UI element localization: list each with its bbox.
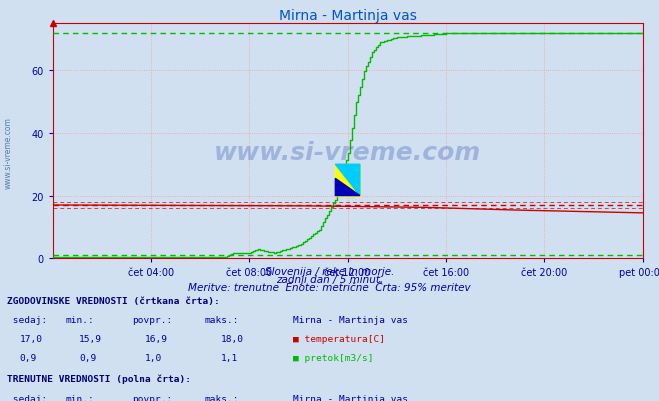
- Text: ZGODOVINSKE VREDNOSTI (črtkana črta):: ZGODOVINSKE VREDNOSTI (črtkana črta):: [7, 296, 219, 305]
- Text: ■ temperatura[C]: ■ temperatura[C]: [293, 334, 386, 343]
- Text: www.si-vreme.com: www.si-vreme.com: [214, 141, 481, 165]
- Text: 15,9: 15,9: [79, 334, 102, 343]
- Text: 16,9: 16,9: [145, 334, 168, 343]
- Bar: [335, 165, 360, 196]
- Text: sedaj:: sedaj:: [7, 394, 47, 401]
- Text: povpr.:: povpr.:: [132, 315, 172, 324]
- Text: Mirna - Martinja vas: Mirna - Martinja vas: [293, 394, 409, 401]
- Text: maks.:: maks.:: [204, 394, 239, 401]
- Polygon shape: [335, 179, 360, 196]
- Text: 1,0: 1,0: [145, 354, 162, 363]
- Polygon shape: [335, 165, 360, 196]
- Text: Meritve: trenutne  Enote: metrične  Črta: 95% meritev: Meritve: trenutne Enote: metrične Črta: …: [188, 283, 471, 293]
- Title: Mirna - Martinja vas: Mirna - Martinja vas: [279, 9, 416, 23]
- Text: maks.:: maks.:: [204, 315, 239, 324]
- Text: 0,9: 0,9: [79, 354, 96, 363]
- Text: 17,0: 17,0: [20, 334, 43, 343]
- Text: Mirna - Martinja vas: Mirna - Martinja vas: [293, 315, 409, 324]
- Text: povpr.:: povpr.:: [132, 394, 172, 401]
- Text: 18,0: 18,0: [221, 334, 244, 343]
- Text: min.:: min.:: [66, 315, 95, 324]
- Text: www.si-vreme.com: www.si-vreme.com: [3, 117, 13, 188]
- Text: Slovenija / reke in morje.: Slovenija / reke in morje.: [265, 267, 394, 277]
- Text: TRENUTNE VREDNOSTI (polna črta):: TRENUTNE VREDNOSTI (polna črta):: [7, 374, 190, 383]
- Text: sedaj:: sedaj:: [7, 315, 47, 324]
- Text: min.:: min.:: [66, 394, 95, 401]
- Text: 1,1: 1,1: [221, 354, 238, 363]
- Text: 0,9: 0,9: [20, 354, 37, 363]
- Text: zadnji dan / 5 minut.: zadnji dan / 5 minut.: [276, 275, 383, 285]
- Text: ■ pretok[m3/s]: ■ pretok[m3/s]: [293, 354, 374, 363]
